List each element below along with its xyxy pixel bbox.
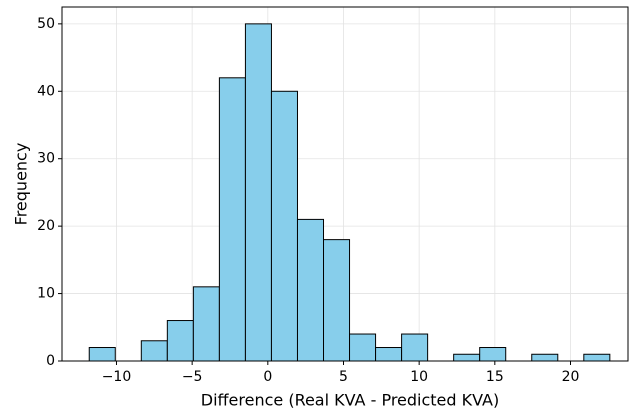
x-axis-label: Difference (Real KVA - Predicted KVA) — [201, 391, 500, 410]
bar — [323, 239, 351, 362]
bar — [375, 347, 403, 362]
bar — [218, 77, 246, 362]
y-axis-label: Frequency — [12, 143, 31, 226]
bar — [244, 23, 272, 362]
bar — [296, 218, 325, 362]
bar — [270, 90, 298, 362]
y-tick-label: 30 — [37, 151, 55, 167]
bar — [88, 347, 116, 362]
y-tick-label: 0 — [46, 353, 55, 369]
y-tick-label: 10 — [37, 286, 55, 302]
plot-frame — [61, 6, 629, 362]
x-tick-label: 5 — [339, 369, 348, 385]
bar — [531, 353, 559, 362]
y-tick-label: 40 — [37, 83, 55, 99]
bar — [140, 340, 168, 362]
bar — [453, 353, 481, 362]
x-tick-label: −10 — [102, 369, 132, 385]
bar — [479, 347, 507, 362]
x-tick-label: 10 — [410, 369, 428, 385]
x-tick-label: −5 — [182, 369, 203, 385]
bar — [401, 333, 429, 362]
y-tick-label: 20 — [37, 218, 55, 234]
bar — [192, 286, 220, 362]
x-tick-label: 0 — [263, 369, 272, 385]
x-tick-label: 20 — [562, 369, 580, 385]
bar — [166, 320, 194, 362]
bar — [349, 333, 377, 362]
y-tick-label: 50 — [37, 16, 55, 32]
bar — [583, 353, 611, 362]
x-tick-label: 15 — [486, 369, 504, 385]
